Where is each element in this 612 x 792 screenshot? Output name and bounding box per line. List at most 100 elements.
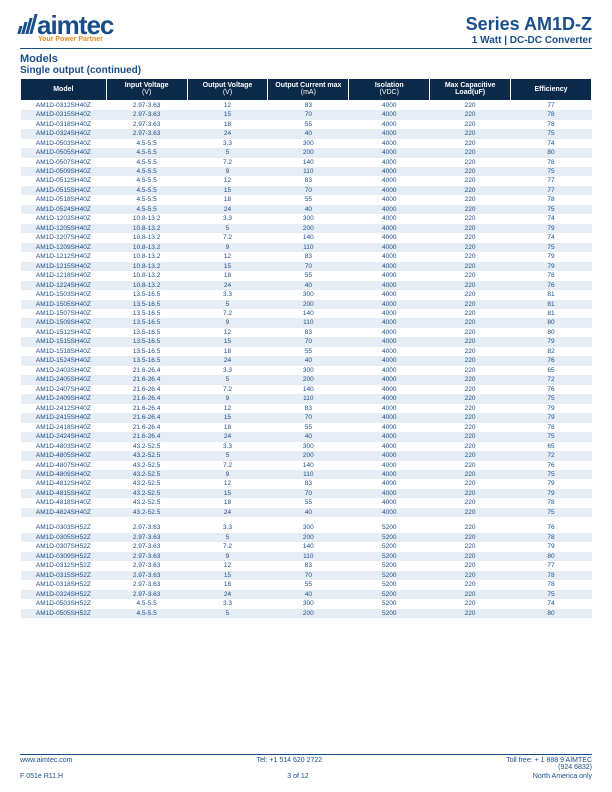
cell-value: 13.5-16.5 <box>106 290 187 299</box>
cell-value: 40 <box>268 432 349 441</box>
cell-value: 18 <box>187 580 268 589</box>
cell-model: AM1D-0307SH52Z <box>21 542 107 551</box>
cell-value: 220 <box>430 580 511 589</box>
cell-value: 4000 <box>349 404 430 413</box>
table-body: AM1D-0312SH40Z2.97-3.631283400022077AM1D… <box>21 100 592 618</box>
cell-value: 76 <box>511 356 592 365</box>
cell-value: 43.2-52.5 <box>106 442 187 451</box>
cell-value: 4000 <box>349 262 430 271</box>
table-row: AM1D-1518SH40Z13.5-16.51855400022082 <box>21 347 592 356</box>
cell-value: 74 <box>511 233 592 242</box>
cell-value: 65 <box>511 366 592 375</box>
cell-value: 4000 <box>349 271 430 280</box>
cell-value: 40 <box>268 281 349 290</box>
cell-model: AM1D-2415SH40Z <box>21 413 107 422</box>
table-row: AM1D-2407SH40Z21.6-26.47.2140400022076 <box>21 385 592 394</box>
cell-value: 220 <box>430 609 511 618</box>
cell-value: 4000 <box>349 309 430 318</box>
cell-value: 4000 <box>349 470 430 479</box>
cell-value: 220 <box>430 404 511 413</box>
cell-value: 40 <box>268 205 349 214</box>
cell-value: 5200 <box>349 609 430 618</box>
cell-value: 220 <box>430 148 511 157</box>
cell-value: 77 <box>511 186 592 195</box>
cell-value: 4000 <box>349 385 430 394</box>
cell-value: 4000 <box>349 110 430 119</box>
cell-model: AM1D-0305SH52Z <box>21 533 107 542</box>
cell-value: 220 <box>430 110 511 119</box>
cell-value: 65 <box>511 442 592 451</box>
table-row: AM1D-0505SH52Z4.5-5.55200520022080 <box>21 609 592 618</box>
table-row: AM1D-0312SH52Z2.97-3.631283520022077 <box>21 561 592 570</box>
cell-value: 7.2 <box>187 158 268 167</box>
cell-value: 21.6-26.4 <box>106 423 187 432</box>
table-row: AM1D-0512SH40Z4.5-5.51283400022077 <box>21 176 592 185</box>
cell-value: 4000 <box>349 243 430 252</box>
cell-value: 4000 <box>349 300 430 309</box>
table-row: AM1D-4807SH40Z43.2-52.57.2140400022076 <box>21 461 592 470</box>
cell-model: AM1D-2409SH40Z <box>21 394 107 403</box>
cell-value: 140 <box>268 542 349 551</box>
cell-model: AM1D-0515SH40Z <box>21 186 107 195</box>
table-row: AM1D-1224SH40Z10.8-13.22440400022076 <box>21 281 592 290</box>
cell-value: 4.5-5.5 <box>106 205 187 214</box>
cell-value: 12 <box>187 561 268 570</box>
cell-value: 4000 <box>349 508 430 517</box>
cell-value: 2.97-3.63 <box>106 542 187 551</box>
table-row: AM1D-0324SH40Z2.97-3.632440400022075 <box>21 129 592 138</box>
cell-value: 4000 <box>349 167 430 176</box>
footer-tollfree: Toll free: + 1 888 9 AIMTEC <box>506 757 592 764</box>
cell-value: 12 <box>187 252 268 261</box>
cell-value: 74 <box>511 214 592 223</box>
cell-value: 4.5-5.5 <box>106 599 187 608</box>
cell-value: 300 <box>268 599 349 608</box>
cell-value: 220 <box>430 561 511 570</box>
cell-value: 4.5-5.5 <box>106 167 187 176</box>
cell-value: 220 <box>430 233 511 242</box>
cell-value: 5200 <box>349 590 430 599</box>
cell-value: 79 <box>511 479 592 488</box>
cell-value: 220 <box>430 100 511 110</box>
table-row: AM1D-1515SH40Z13.5-16.51570400022079 <box>21 337 592 346</box>
cell-value: 55 <box>268 498 349 507</box>
cell-value: 220 <box>430 328 511 337</box>
cell-value: 5200 <box>349 561 430 570</box>
cell-value: 70 <box>268 110 349 119</box>
cell-model: AM1D-1524SH40Z <box>21 356 107 365</box>
cell-value: 78 <box>511 110 592 119</box>
cell-value: 10.8-13.2 <box>106 243 187 252</box>
cell-value: 10.8-13.2 <box>106 281 187 290</box>
table-row: AM1D-4815SH40Z43.2-52.51570400022079 <box>21 489 592 498</box>
cell-value: 220 <box>430 347 511 356</box>
cell-value: 74 <box>511 599 592 608</box>
cell-value: 220 <box>430 271 511 280</box>
cell-value: 4.5-5.5 <box>106 176 187 185</box>
cell-value: 220 <box>430 366 511 375</box>
cell-value: 5200 <box>349 552 430 561</box>
cell-value: 75 <box>511 205 592 214</box>
cell-value: 220 <box>430 167 511 176</box>
cell-value: 3.3 <box>187 523 268 532</box>
cell-value: 78 <box>511 533 592 542</box>
cell-model: AM1D-4803SH40Z <box>21 442 107 451</box>
cell-model: AM1D-1515SH40Z <box>21 337 107 346</box>
cell-value: 79 <box>511 337 592 346</box>
cell-value: 13.5-16.5 <box>106 337 187 346</box>
cell-model: AM1D-0518SH40Z <box>21 195 107 204</box>
cell-value: 18 <box>187 423 268 432</box>
cell-value: 140 <box>268 309 349 318</box>
cell-value: 200 <box>268 451 349 460</box>
cell-model: AM1D-1224SH40Z <box>21 281 107 290</box>
cell-value: 2.97-3.63 <box>106 100 187 110</box>
cell-value: 75 <box>511 432 592 441</box>
cell-value: 4000 <box>349 479 430 488</box>
cell-value: 4.5-5.5 <box>106 609 187 618</box>
cell-value: 43.2-52.5 <box>106 461 187 470</box>
cell-value: 5200 <box>349 533 430 542</box>
cell-value: 7.2 <box>187 385 268 394</box>
cell-value: 55 <box>268 195 349 204</box>
cell-model: AM1D-4805SH40Z <box>21 451 107 460</box>
cell-model: AM1D-0512SH40Z <box>21 176 107 185</box>
cell-value: 55 <box>268 120 349 129</box>
cell-model: AM1D-0505SH40Z <box>21 148 107 157</box>
